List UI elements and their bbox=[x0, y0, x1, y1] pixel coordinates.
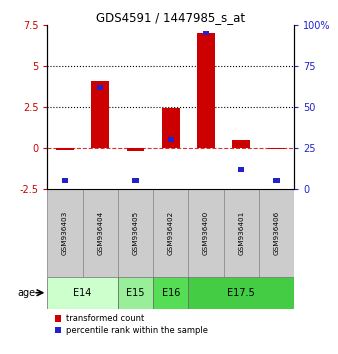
Bar bbox=[188, 276, 294, 309]
Bar bbox=[273, 178, 280, 183]
Bar bbox=[132, 178, 139, 183]
Text: GSM936405: GSM936405 bbox=[132, 211, 139, 255]
Text: GSM936401: GSM936401 bbox=[238, 211, 244, 255]
Bar bbox=[118, 189, 153, 276]
Text: GSM936403: GSM936403 bbox=[62, 211, 68, 255]
Bar bbox=[153, 189, 188, 276]
Bar bbox=[259, 189, 294, 276]
Text: GSM936406: GSM936406 bbox=[273, 211, 280, 255]
Bar bbox=[56, 148, 74, 150]
Text: GSM936400: GSM936400 bbox=[203, 211, 209, 255]
Bar bbox=[238, 167, 244, 172]
Bar bbox=[82, 189, 118, 276]
Text: E14: E14 bbox=[73, 288, 92, 298]
Text: E16: E16 bbox=[162, 288, 180, 298]
Text: E17.5: E17.5 bbox=[227, 288, 255, 298]
Text: E15: E15 bbox=[126, 288, 145, 298]
Bar bbox=[118, 276, 153, 309]
Title: GDS4591 / 1447985_s_at: GDS4591 / 1447985_s_at bbox=[96, 11, 245, 24]
Bar bbox=[97, 85, 103, 90]
Bar bbox=[168, 137, 174, 142]
Bar bbox=[162, 108, 179, 148]
Bar bbox=[203, 30, 209, 35]
Bar bbox=[153, 276, 188, 309]
Text: age: age bbox=[17, 288, 35, 298]
Text: GSM936404: GSM936404 bbox=[97, 211, 103, 255]
Bar bbox=[268, 148, 285, 149]
Legend: transformed count, percentile rank within the sample: transformed count, percentile rank withi… bbox=[51, 311, 211, 338]
Bar bbox=[197, 33, 215, 148]
Text: GSM936402: GSM936402 bbox=[168, 211, 174, 255]
Bar bbox=[233, 139, 250, 148]
Bar bbox=[62, 178, 68, 183]
Bar bbox=[91, 81, 109, 148]
Bar bbox=[47, 276, 118, 309]
Bar bbox=[223, 189, 259, 276]
Bar bbox=[188, 189, 223, 276]
Bar bbox=[47, 189, 82, 276]
Bar bbox=[127, 148, 144, 151]
